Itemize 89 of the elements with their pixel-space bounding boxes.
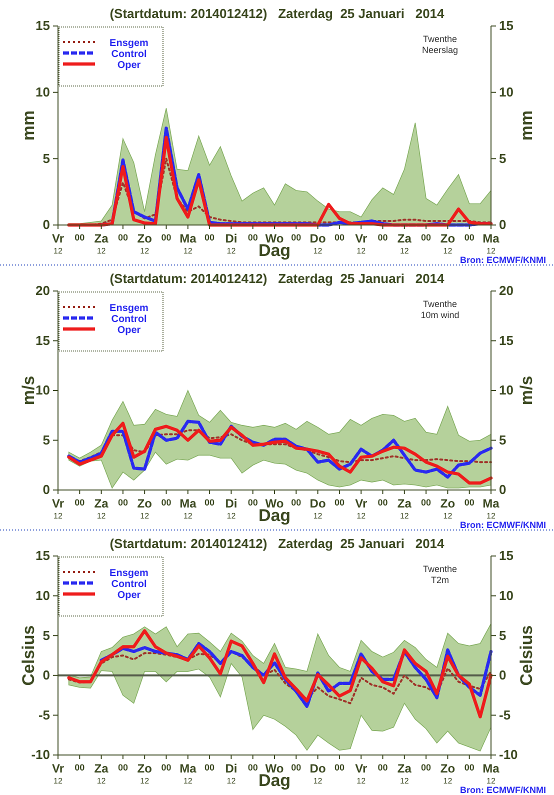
x-tick-label: 00 [334, 762, 344, 772]
legend-label: Ensgem [110, 568, 149, 579]
x-tick-label: 00 [74, 232, 85, 242]
line-series [67, 136, 493, 227]
text: Bron: ECMWF/KNMI [460, 255, 546, 265]
y-tick-label: 15 [36, 548, 50, 564]
y2-tick-label: 0 [499, 482, 506, 498]
y2-tick-label: 5 [499, 432, 506, 448]
x-tick-label: 00 [161, 762, 172, 772]
legend-label: Oper [117, 325, 141, 336]
y-tick-label: 15 [36, 332, 50, 348]
y2-tick-label: 15 [499, 332, 514, 348]
x-axis-title: Dag [258, 771, 291, 790]
y-tick-label: 10 [36, 84, 50, 100]
annotation: Twenthe 10m wind [420, 299, 460, 320]
x-tick-label: 00 [464, 762, 474, 772]
x-axis-title: Dag [258, 506, 291, 525]
y-tick-label: 20 [36, 283, 50, 298]
y2-tick-label: 10 [499, 382, 514, 398]
x-tick-label: 00 [204, 232, 215, 242]
x-tick-label: 00 [464, 232, 474, 242]
y-tick-label: 0 [42, 482, 50, 498]
y2-axis-title: mm [517, 110, 536, 141]
y-axis-title: Celsius [19, 625, 38, 686]
y2-axis-title: m/s [517, 376, 536, 406]
line-series [67, 629, 493, 718]
x-tick-label: 00 [118, 497, 128, 508]
y2-tick-label: 5 [499, 150, 506, 166]
y2-tick-label: 10 [499, 84, 514, 100]
legend-label: Ensgem [110, 303, 149, 314]
y2-axis-title: Celsius [517, 625, 536, 686]
x-tick-label: 00 [248, 762, 258, 772]
x-tick-label: 00 [74, 762, 85, 772]
x-tick-label: 00 [118, 762, 128, 772]
y-tick-label: 0 [42, 217, 50, 232]
y2-tick-label: 0 [499, 217, 506, 232]
x-tick-label: 00 [291, 232, 302, 242]
x-tick-label: 00 [334, 497, 344, 508]
x-axis-title: Dag [258, 241, 291, 260]
chart-title: (Startdatum: 2014012412) Zaterdag 25 Januari 2014 [110, 536, 446, 551]
y-tick-label: -5 [38, 707, 50, 722]
legend-label: Oper [117, 590, 141, 601]
x-tick-label: 00 [204, 762, 215, 772]
y-tick-label: 0 [42, 668, 50, 683]
text: Bron: ECMWF/KNMI [460, 785, 546, 795]
chart-title: (Startdatum: 2014012412) Zaterdag 25 Januari 2014 [110, 6, 446, 21]
y-tick-label: 5 [42, 432, 50, 448]
x-tick-label: 00 [118, 232, 128, 242]
y2-tick-label: -5 [499, 707, 511, 722]
x-tick-label: 00 [161, 232, 172, 242]
legend-label: Oper [117, 60, 141, 71]
x-tick-label: 00 [74, 497, 85, 508]
x-tick-label: 00 [421, 497, 432, 508]
line-series [100, 642, 493, 708]
y-tick-label: -10 [31, 747, 50, 762]
x-tick-label: 00 [248, 232, 258, 242]
y2-tick-label: 15 [499, 548, 514, 564]
y2-tick-label: -10 [499, 747, 518, 762]
y-tick-label: 5 [42, 628, 50, 643]
x-tick-label: 00 [291, 762, 302, 772]
legend-label: Control [111, 49, 147, 60]
y-axis-title: mm [19, 110, 38, 141]
y2-tick-label: 5 [499, 628, 506, 643]
x-tick-label: 00 [378, 762, 388, 772]
x-tick-label: 00 [421, 762, 432, 772]
y-tick-label: 10 [36, 382, 50, 398]
x-tick-label: 00 [248, 497, 258, 508]
x-tick-label: 00 [204, 497, 215, 508]
y-tick-label: 15 [36, 18, 50, 34]
annotation: Twenthe Neerslag [422, 34, 458, 55]
y2-tick-label: 20 [499, 283, 514, 298]
x-tick-label: 00 [421, 232, 432, 242]
x-tick-label: 00 [334, 232, 344, 242]
y2-tick-label: 0 [499, 668, 506, 683]
y2-tick-label: 10 [499, 588, 514, 603]
y-tick-label: 10 [36, 588, 50, 603]
annotation: Twenthe T2m [422, 564, 458, 585]
legend-label: Ensgem [110, 38, 149, 49]
legend-label: Control [111, 579, 147, 590]
x-tick-label: 00 [378, 497, 388, 508]
x-tick-label: 00 [378, 232, 388, 242]
x-tick-label: 00 [291, 497, 302, 508]
x-tick-label: 00 [464, 497, 474, 508]
x-tick-label: 00 [161, 497, 172, 508]
chart-title: (Startdatum: 2014012412) Zaterdag 25 Januari 2014 [110, 271, 446, 286]
legend-label: Control [111, 314, 147, 325]
text: Bron: ECMWF/KNMI [460, 520, 546, 530]
y2-tick-label: 15 [499, 18, 514, 34]
y-tick-label: 5 [42, 150, 50, 166]
